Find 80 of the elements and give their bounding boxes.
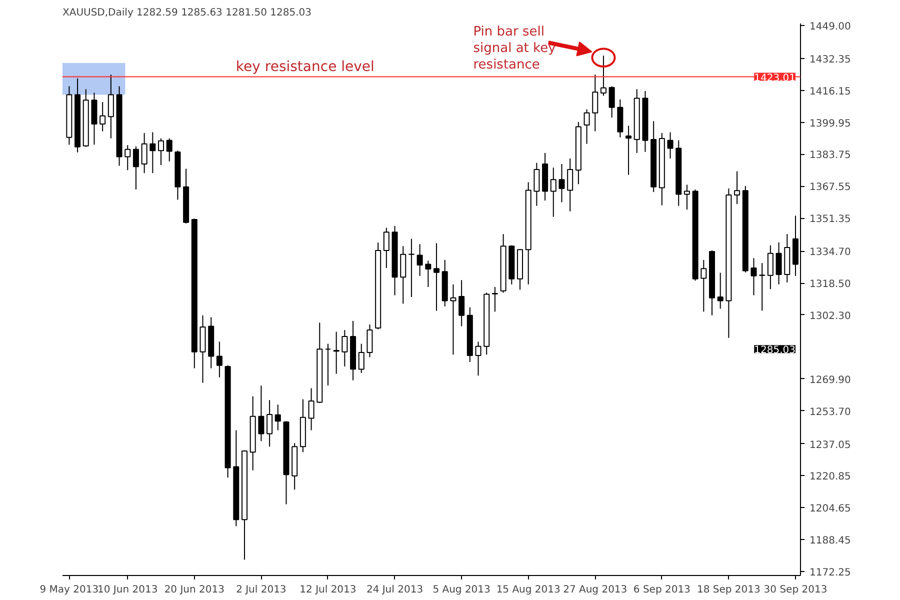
candlestick xyxy=(776,242,782,285)
candlestick xyxy=(558,164,565,203)
x-tick-label: 30 Sep 2013 xyxy=(764,584,828,596)
candlestick xyxy=(458,280,465,327)
candlestick xyxy=(592,74,598,132)
candlestick xyxy=(158,138,164,166)
candlestick xyxy=(100,102,106,132)
candlestick xyxy=(358,343,364,374)
candlestick xyxy=(216,341,222,378)
candlestick xyxy=(734,170,740,205)
candlestick xyxy=(400,246,406,304)
candlestick xyxy=(700,259,707,312)
candlestick xyxy=(308,388,314,431)
candlestick xyxy=(166,138,172,162)
candlestick xyxy=(750,258,757,296)
candlestick xyxy=(383,227,390,269)
candlestick xyxy=(475,341,482,376)
y-tick-label: 1383.75 xyxy=(810,150,851,162)
y-tick-label: 1253.70 xyxy=(810,406,851,418)
y-tick-label: 1399.95 xyxy=(810,118,851,130)
candlestick xyxy=(132,146,139,190)
candlestick xyxy=(767,244,774,290)
y-tick-label: 1367.55 xyxy=(810,182,851,194)
y-tick-label: 1449.00 xyxy=(810,21,851,32)
x-tick-label: 15 Aug 2013 xyxy=(496,584,560,596)
y-tick-label: 1188.45 xyxy=(810,536,851,547)
candlestick xyxy=(366,324,373,358)
candlestick xyxy=(600,55,606,96)
candlestick xyxy=(141,132,148,174)
y-tick-label: 1237.05 xyxy=(810,440,851,451)
x-tick-label: 2 Jul 2013 xyxy=(236,584,286,596)
candlestick xyxy=(759,262,766,312)
candlestick xyxy=(626,125,632,176)
annotation: 1423.01 xyxy=(754,72,796,84)
y-tick-label: 1318.50 xyxy=(810,279,851,290)
candlestick xyxy=(608,86,615,118)
candlestick xyxy=(342,329,348,367)
x-tick-label: 10 Jun 2013 xyxy=(98,584,158,596)
x-tick-label: 24 Jul 2013 xyxy=(366,584,424,596)
candlestick xyxy=(408,238,414,298)
y-tick-label: 1269.90 xyxy=(810,374,851,386)
x-tick-label: 9 May 2013 xyxy=(40,584,99,596)
candlestick xyxy=(324,343,331,386)
candlestick xyxy=(150,132,156,174)
candlestick xyxy=(425,260,432,288)
candlestick xyxy=(333,331,340,374)
candlestick xyxy=(667,132,674,159)
y-tick-label: 1351.35 xyxy=(810,214,851,226)
x-tick-label: 5 Aug 2013 xyxy=(432,584,490,596)
candlestick xyxy=(274,404,281,431)
candlestick xyxy=(108,74,114,139)
ref-line-label: key resistance level xyxy=(236,58,374,75)
y-tick-label: 1416.15 xyxy=(810,86,851,98)
y-tick-label: 1220.85 xyxy=(810,472,851,483)
annotation: Pin bar sell signal at key resistance xyxy=(473,24,556,72)
y-tick-label: 1172.25 xyxy=(810,568,851,579)
candlestick xyxy=(416,244,423,276)
y-tick-label: 1432.35 xyxy=(810,54,851,66)
x-tick-label: 20 Jun 2013 xyxy=(164,584,224,596)
y-tick-label: 1302.30 xyxy=(810,310,851,322)
candlestick xyxy=(492,286,498,312)
candlestick xyxy=(124,144,131,171)
candlestick xyxy=(567,158,574,212)
chart-title: XAUUSD,Daily 1282.59 1285.63 1281.50 1285.03 xyxy=(62,8,312,18)
candlestick xyxy=(550,167,556,218)
candlestick xyxy=(684,184,690,210)
candlestick xyxy=(584,108,590,144)
x-tick-label: 6 Sep 2013 xyxy=(633,584,690,596)
y-tick-label: 1334.70 xyxy=(810,247,851,258)
x-tick-label: 27 Aug 2013 xyxy=(563,584,628,596)
candlestick xyxy=(266,400,273,448)
candlestick xyxy=(434,242,440,312)
x-tick-label: 12 Jul 2013 xyxy=(300,584,356,596)
candlestick xyxy=(450,284,456,356)
candlestick xyxy=(717,272,724,310)
candlestick xyxy=(534,162,540,206)
candlestick xyxy=(91,92,98,146)
x-tick-label: 18 Sep 2013 xyxy=(697,584,760,596)
candlestick xyxy=(258,385,264,442)
y-tick-label: 1204.65 xyxy=(810,504,851,515)
